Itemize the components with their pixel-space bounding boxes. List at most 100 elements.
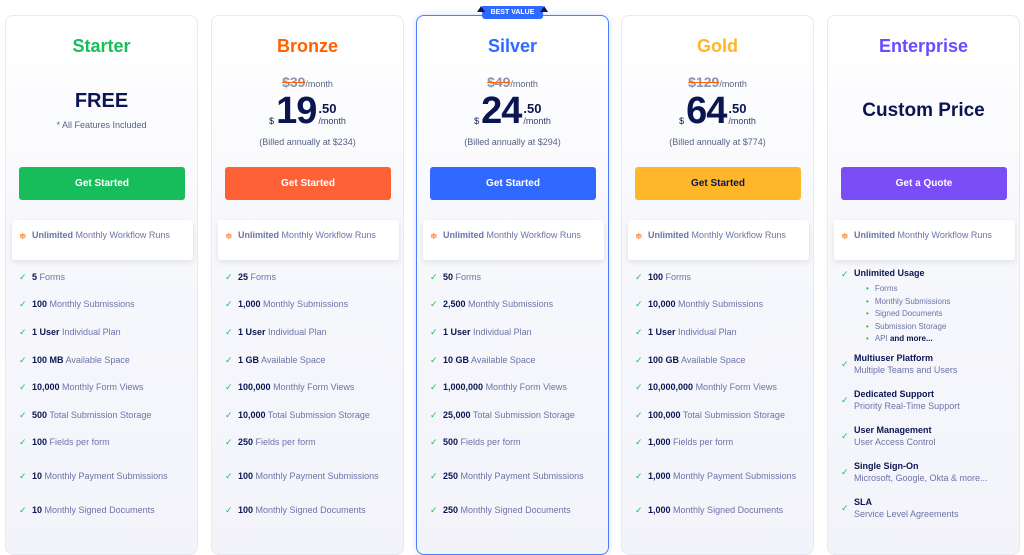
check-icon: ✓	[430, 354, 438, 365]
feature-label: Available Space	[65, 354, 130, 365]
feature-label: Monthly Signed Documents	[460, 505, 571, 516]
get-started-button[interactable]: Get Started	[225, 167, 391, 200]
feature-item: ✓ 100 Monthly Submissions	[19, 291, 191, 319]
check-icon: ✓	[19, 271, 27, 282]
feature-value: 1 User	[238, 326, 266, 337]
feature-text: 100 Monthly Signed Documents	[238, 504, 397, 516]
get-quote-button[interactable]: Get a Quote	[841, 167, 1007, 200]
feature-item: ✓ 100,000 Monthly Form Views	[225, 373, 397, 401]
check-icon: ✓	[225, 437, 233, 448]
feature-value: 100	[648, 271, 664, 282]
feature-text: 1,000 Monthly Submissions	[238, 298, 397, 310]
feature-label: Monthly Signed Documents	[673, 505, 784, 516]
check-icon: ✓	[635, 271, 643, 282]
feature-label: Monthly Payment Submissions	[44, 471, 168, 482]
feature-text: 10,000 Total Submission Storage	[238, 409, 397, 421]
feature-item: ✓ 1 User Individual Plan	[19, 318, 191, 346]
current-price: $24.50/month	[417, 92, 608, 130]
check-icon: ✓	[635, 409, 643, 420]
feature-item: ✓ 1 User Individual Plan	[635, 318, 807, 346]
highlight-text: Monthly Workflow Runs	[689, 230, 786, 240]
feature-value: 100	[32, 299, 48, 310]
check-icon: ✓	[225, 471, 233, 482]
feature-item: ✓ 1 User Individual Plan	[225, 318, 397, 346]
feature-item: ✓ Single Sign-On Microsoft, Google, Okta &…	[841, 454, 1013, 490]
feature-label: Individual Plan	[473, 326, 532, 337]
feature-value: 100,000	[648, 409, 681, 420]
feature-text: 10,000 Monthly Submissions	[648, 298, 807, 310]
feature-value: 10,000	[238, 409, 266, 420]
feature-text: 10,000,000 Monthly Form Views	[648, 381, 807, 393]
feature-text: 100 Forms	[648, 271, 807, 283]
check-icon: ✓	[19, 326, 27, 337]
feature-item: ✓ Unlimited Usage FormsMonthly Submissions…	[841, 267, 1013, 346]
feature-text: 50 Forms	[443, 271, 602, 283]
feature-item: ✓ 10 Monthly Signed Documents	[19, 496, 191, 524]
price-integer: 19	[276, 90, 317, 132]
feature-value: 1 GB	[238, 354, 260, 365]
plan-card-enterprise: Enterprise Custom Price Get a Quote ≑ Unlimi…	[827, 15, 1020, 555]
feature-value: 1 User	[443, 326, 471, 337]
feature-item: ✓ 5 Forms	[19, 263, 191, 291]
feature-desc: Priority Real-Time Support	[854, 400, 960, 411]
feature-value: 50	[443, 271, 454, 282]
highlight-text: Monthly Workflow Runs	[484, 230, 581, 240]
feature-text: 1,000 Monthly Signed Documents	[648, 504, 807, 516]
feature-label: Available Space	[681, 354, 746, 365]
workflow-icon: ≑	[841, 231, 849, 241]
feature-item: ✓ 250 Monthly Payment Submissions	[430, 456, 602, 496]
feature-item: ✓ Multiuser Platform Multiple Teams and Us…	[841, 346, 1013, 382]
currency: $	[679, 116, 685, 126]
feature-value: 100	[238, 471, 254, 482]
feature-item: ✓ 500 Fields per form	[430, 429, 602, 457]
feature-label: Monthly Payment Submissions	[673, 471, 797, 482]
check-icon: ✓	[635, 437, 643, 448]
old-price-per: /month	[719, 79, 747, 89]
billed-annually: (Billed annually at $294)	[464, 137, 561, 147]
feature-desc: Service Level Agreements	[854, 508, 959, 519]
highlight-feature: ≑ Unlimited Monthly Workflow Runs	[834, 220, 1015, 260]
check-icon: ✓	[635, 471, 643, 482]
check-icon: ✓	[430, 299, 438, 310]
feature-text: 1 User Individual Plan	[32, 326, 191, 338]
feature-title: Unlimited Usage	[854, 268, 925, 278]
price-fraction: .50/month	[318, 101, 346, 126]
check-icon: ✓	[430, 505, 438, 516]
feature-text: 1,000 Monthly Payment Submissions	[648, 470, 807, 482]
get-started-button[interactable]: Get Started	[430, 167, 596, 200]
highlight-bold: Unlimited	[854, 230, 896, 240]
plan-card-starter: Starter FREE * All Features Included Get St…	[5, 15, 198, 555]
price-per: /month	[728, 116, 756, 126]
feature-value: 500	[32, 409, 48, 420]
feature-label: Monthly Submissions	[678, 299, 764, 310]
old-price-value: $49	[487, 74, 511, 90]
feature-label: Monthly Form Views	[485, 382, 567, 393]
feature-text: 10 GB Available Space	[443, 354, 602, 366]
feature-item: ✓ 250 Fields per form	[225, 429, 397, 457]
feature-text: 1 User Individual Plan	[238, 326, 397, 338]
check-icon: ✓	[19, 471, 27, 482]
check-icon: ✓	[225, 271, 233, 282]
check-icon: ✓	[225, 382, 233, 393]
feature-list: ✓ 25 Forms ✓ 1,000 Monthly Submissions ✓ 1 Us…	[225, 263, 397, 524]
feature-item: ✓ 100,000 Total Submission Storage	[635, 401, 807, 429]
feature-item: ✓ SLA Service Level Agreements	[841, 490, 1013, 526]
old-price-per: /month	[510, 79, 538, 89]
feature-label: Monthly Submissions	[49, 299, 135, 310]
plan-card-silver: BEST VALUE Silver $49/month $24.50/month (Bi…	[416, 6, 609, 555]
feature-value: 1,000	[648, 471, 671, 482]
highlight-feature: ≑ Unlimited Monthly Workflow Runs	[423, 220, 604, 260]
feature-text: 100,000 Total Submission Storage	[648, 409, 807, 421]
feature-label: Fields per form	[673, 437, 734, 448]
feature-text: 5 Forms	[32, 271, 191, 283]
feature-item: ✓ 1 User Individual Plan	[430, 318, 602, 346]
check-icon: ✓	[430, 271, 438, 282]
feature-label: Available Space	[261, 354, 326, 365]
feature-text: 100 Fields per form	[32, 436, 191, 448]
feature-text: 25,000 Total Submission Storage	[443, 409, 602, 421]
get-started-button[interactable]: Get Started	[635, 167, 801, 200]
feature-item: ✓ 2,500 Monthly Submissions	[430, 291, 602, 319]
get-started-button[interactable]: Get Started	[19, 167, 185, 200]
check-icon: ✓	[635, 505, 643, 516]
old-price: $129/month	[622, 74, 813, 90]
